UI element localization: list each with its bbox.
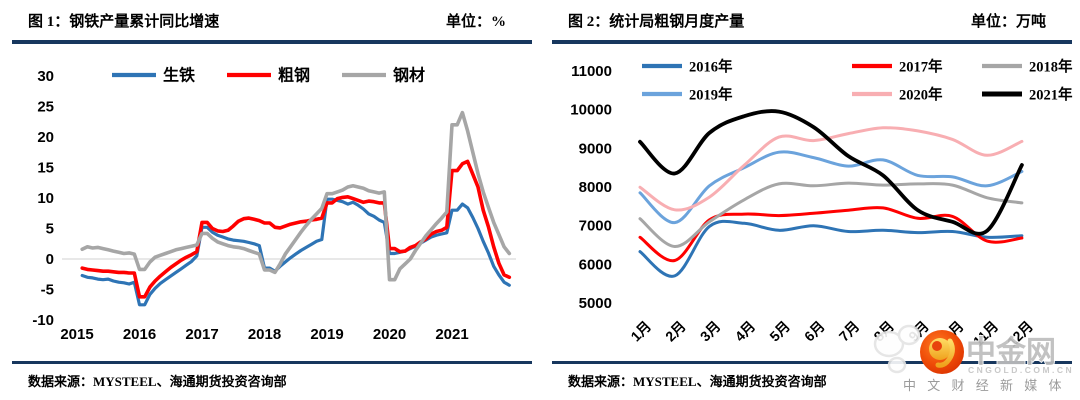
legend-item-2021年: 2021年 bbox=[982, 86, 1073, 104]
svg-text:6月: 6月 bbox=[801, 318, 828, 345]
legend-label: 粗钢 bbox=[278, 66, 310, 85]
legend-label: 钢材 bbox=[393, 66, 425, 85]
series-2019年 bbox=[638, 150, 1024, 225]
figure2-bottom-divider bbox=[552, 361, 1072, 364]
svg-text:2015: 2015 bbox=[60, 326, 93, 343]
svg-text:20: 20 bbox=[37, 129, 54, 146]
svg-text:2016: 2016 bbox=[123, 326, 156, 343]
legend-label: 生铁 bbox=[163, 66, 195, 85]
svg-text:2019: 2019 bbox=[310, 326, 343, 343]
svg-text:-10: -10 bbox=[32, 312, 54, 329]
figure2-unit-label: 单位：万吨 bbox=[970, 14, 1046, 30]
svg-text:2月: 2月 bbox=[662, 318, 689, 345]
legend: 2016年 2017年 2018年 2019年 2020年 2021年 bbox=[642, 58, 1073, 104]
svg-text:1月: 1月 bbox=[627, 318, 654, 345]
figure2-line-chart: 11000 10000 9000 8000 7000 6000 5000 1月 2月 3月 4月 5月… bbox=[570, 58, 1073, 351]
figure1-header: 图 1：钢铁产量累计同比增速 单位：% bbox=[28, 10, 506, 31]
svg-text:15: 15 bbox=[37, 160, 54, 177]
legend-item-2019年: 2019年 bbox=[642, 86, 733, 104]
legend-label: 2017年 bbox=[899, 58, 943, 76]
svg-text:10: 10 bbox=[37, 190, 54, 207]
svg-text:2021: 2021 bbox=[435, 326, 468, 343]
series-2016年 bbox=[638, 219, 1024, 278]
series-粗钢 bbox=[80, 159, 512, 299]
svg-text:8000: 8000 bbox=[579, 179, 612, 196]
svg-text:10000: 10000 bbox=[570, 102, 612, 119]
legend-label: 2020年 bbox=[899, 86, 943, 104]
svg-text:11000: 11000 bbox=[571, 63, 612, 80]
legend-label: 2016年 bbox=[689, 58, 733, 76]
legend-item-2016年: 2016年 bbox=[642, 58, 733, 76]
svg-text:8月: 8月 bbox=[870, 318, 897, 345]
series-2021年 bbox=[638, 109, 1024, 236]
figure2-source: 数据来源：MYSTEEL、海通期货投资咨询部 bbox=[568, 374, 827, 389]
svg-text:9000: 9000 bbox=[579, 140, 612, 157]
svg-text:10月: 10月 bbox=[934, 318, 966, 350]
legend-item-粗钢: 粗钢 bbox=[227, 66, 310, 85]
svg-text:11月: 11月 bbox=[970, 318, 1002, 350]
svg-text:9月: 9月 bbox=[905, 318, 932, 345]
svg-text:7月: 7月 bbox=[836, 318, 863, 345]
series-2020年 bbox=[638, 126, 1024, 212]
svg-text:0: 0 bbox=[46, 251, 54, 268]
svg-text:30: 30 bbox=[37, 68, 54, 85]
legend-label: 2019年 bbox=[689, 86, 733, 104]
x-axis-labels: 1月 2月 3月 4月 5月 6月 7月 8月 9月 10月 11月 12月 bbox=[627, 318, 1036, 350]
svg-text:5: 5 bbox=[46, 221, 54, 238]
y-axis-labels: 30 25 20 15 10 5 0 -5 -10 bbox=[32, 68, 54, 329]
series-钢材 bbox=[80, 110, 512, 282]
figure2-top-divider bbox=[552, 40, 1072, 44]
legend-item-2020年: 2020年 bbox=[852, 86, 943, 104]
figure1-panel: 图 1：钢铁产量累计同比增速 单位：% 30 25 20 15 10 5 0 -5 -10 201… bbox=[12, 10, 532, 389]
legend-item-生铁: 生铁 bbox=[112, 66, 195, 85]
series-2018年 bbox=[638, 181, 1024, 248]
x-axis-labels: 2015 2016 2017 2018 2019 2020 2021 bbox=[60, 326, 468, 343]
figure1-top-divider bbox=[12, 40, 532, 44]
series-生铁 bbox=[80, 197, 511, 307]
svg-text:2020: 2020 bbox=[373, 326, 406, 343]
svg-text:-5: -5 bbox=[41, 282, 54, 299]
svg-text:5月: 5月 bbox=[766, 318, 793, 345]
figure2-title: 图 2：统计局粗钢月度产量 bbox=[568, 14, 745, 30]
figure1-unit-label: 单位：% bbox=[445, 14, 506, 30]
legend-label: 2021年 bbox=[1029, 86, 1073, 104]
svg-text:2017: 2017 bbox=[185, 326, 218, 343]
figure2-header: 图 2：统计局粗钢月度产量 单位：万吨 bbox=[568, 10, 1046, 31]
legend: 生铁 粗钢 钢材 bbox=[112, 66, 425, 85]
svg-text:5000: 5000 bbox=[579, 295, 612, 312]
svg-text:25: 25 bbox=[37, 99, 54, 116]
y-axis-labels: 11000 10000 9000 8000 7000 6000 5000 bbox=[570, 63, 612, 312]
svg-text:7000: 7000 bbox=[579, 218, 612, 235]
figure1-bottom-divider bbox=[12, 361, 532, 364]
legend-item-钢材: 钢材 bbox=[342, 66, 425, 85]
figure2-panel: 图 2：统计局粗钢月度产量 单位：万吨 11000 10000 9000 8000 70… bbox=[540, 0, 1080, 400]
figure1-title: 图 1：钢铁产量累计同比增速 bbox=[28, 14, 220, 30]
svg-text:3月: 3月 bbox=[697, 318, 724, 345]
legend-item-2017年: 2017年 bbox=[852, 58, 943, 76]
svg-text:6000: 6000 bbox=[579, 256, 612, 273]
figure1-source: 数据来源：MYSTEEL、海通期货投资咨询部 bbox=[28, 374, 287, 389]
svg-text:4月: 4月 bbox=[732, 318, 759, 345]
svg-text:2018: 2018 bbox=[248, 326, 281, 343]
legend-label: 2018年 bbox=[1029, 58, 1073, 76]
legend-item-2018年: 2018年 bbox=[982, 58, 1073, 76]
svg-text:12月: 12月 bbox=[1004, 318, 1036, 350]
